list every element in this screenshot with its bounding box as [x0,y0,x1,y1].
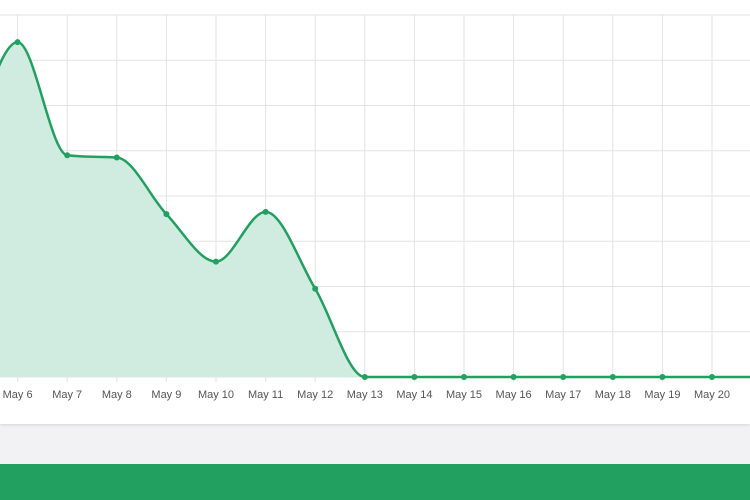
x-tick-label: May 11 [248,389,283,401]
data-point[interactable] [461,374,467,380]
x-tick-label: May 17 [545,389,581,401]
x-tick-label: May 18 [595,389,631,401]
bottom-green-bar [0,464,750,500]
data-point[interactable] [64,152,71,159]
x-tick-label: May 7 [52,389,82,401]
data-point[interactable] [163,211,170,218]
x-tick-label: May 14 [396,389,432,401]
data-point[interactable] [659,374,666,380]
x-tick-label: May 15 [446,389,482,401]
chart-card: May 6 May 7 May 8 May 9 May 10 May 11 May 12 Ma… [0,0,750,424]
data-point[interactable] [510,374,517,380]
x-tick-label: May 16 [496,389,532,401]
area-chart: May 6 May 7 May 8 May 9 May 10 May 11 May 12 Ma… [0,14,750,401]
data-point[interactable] [709,374,715,380]
x-tick-label: May 13 [347,389,383,401]
series-area [0,42,750,377]
x-tick-label: May 20 [694,389,730,401]
data-point[interactable] [312,285,319,292]
data-point[interactable] [113,154,120,161]
x-tick-label: May 8 [102,389,132,401]
data-point[interactable] [213,258,219,265]
data-point[interactable] [262,208,269,215]
x-tick-label: May 10 [198,389,234,401]
data-point[interactable] [361,374,368,380]
x-tick-label: May 19 [644,389,680,401]
x-axis-tick-labels: May 6 May 7 May 8 May 9 May 10 May 11 May 12 Ma… [3,389,730,401]
x-tick-label: May 12 [297,389,333,401]
x-tick-label: May 6 [3,389,33,401]
data-point[interactable] [14,39,21,46]
data-point[interactable] [411,374,418,380]
data-point[interactable] [609,374,616,380]
data-point[interactable] [560,374,567,380]
x-tick-label: May 9 [151,389,181,401]
data-points [14,39,715,380]
